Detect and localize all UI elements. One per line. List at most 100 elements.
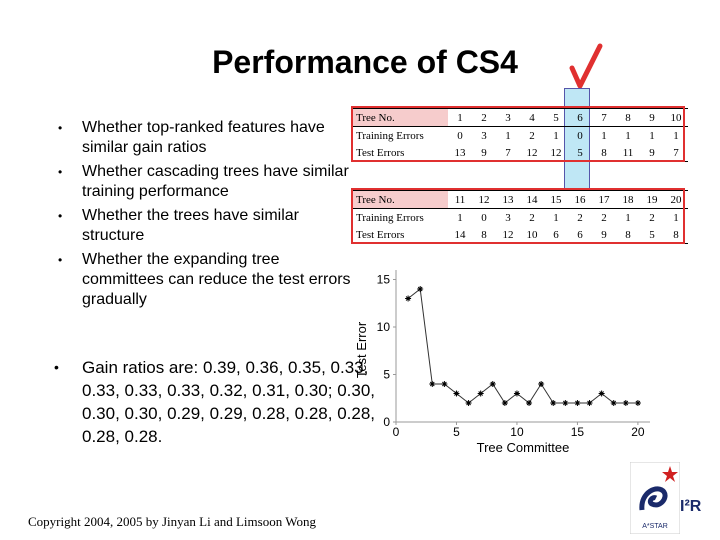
- table-header-cell: 9: [640, 108, 664, 127]
- chart-point: [465, 400, 472, 406]
- chart-point: [417, 286, 424, 292]
- chart-y-axis-label: Test Error: [354, 321, 369, 378]
- table-row: Training Errors 0 3 1 2 1 0 1 1 1 1: [352, 127, 688, 145]
- table-cell: 0: [457, 129, 463, 142]
- table-header-cell: 15: [544, 190, 568, 209]
- bullet-item: Whether the expanding tree committees ca…: [52, 250, 352, 310]
- table-header-cell: 20: [664, 190, 688, 209]
- table-row: Training Errors 1 0 3 2 1 2 2 1 2 1: [352, 209, 688, 227]
- chart-point: [574, 400, 581, 406]
- test-error-chart: 0 5 10 15 20 0 5 10 15 Tree Committee Test Error: [354, 270, 650, 455]
- chart-point: [634, 400, 641, 406]
- table-cell: 1: [673, 129, 679, 142]
- chart-point: [610, 400, 617, 406]
- chart-x-tick-label: 20: [631, 425, 645, 439]
- gain-ratios-text: Gain ratios are: 0.39, 0.36, 0.35, 0.33,…: [52, 356, 382, 448]
- table-row: Tree No. 11 12 13 14 15 16 17 18 19 20: [352, 190, 688, 209]
- astar-logo-text: A*STAR: [642, 523, 668, 530]
- bullet-item: Whether top-ranked features have similar…: [52, 118, 352, 158]
- table-header-cell: 5: [544, 108, 568, 127]
- chart-x-tick-label: 10: [510, 425, 524, 439]
- table-header-cell: 14: [520, 190, 544, 209]
- chart-x-axis-label: Tree Committee: [477, 440, 570, 455]
- table-header-cell: 2: [472, 108, 496, 127]
- table-header-cell: 3: [496, 108, 520, 127]
- table-header-cell: Tree No.: [352, 108, 448, 127]
- chart-tick-labels: 0 5 10 15 20 0 5 10 15: [377, 273, 645, 440]
- table-header-cell: 7: [592, 108, 616, 127]
- chart-point: [538, 381, 545, 387]
- table-cell: 1: [457, 211, 463, 224]
- chart-x-tick-label: 0: [393, 425, 400, 439]
- table-header-cell: 4: [520, 108, 544, 127]
- slide-title: Performance of CS4: [212, 44, 518, 80]
- table-cell: Training Errors: [356, 211, 424, 224]
- table-header-cell: 19: [640, 190, 664, 209]
- table-header-cell: 1: [448, 108, 472, 127]
- table-header-cell: 6: [568, 108, 592, 127]
- chart-point: [441, 381, 448, 387]
- chart-point: [489, 381, 496, 387]
- chart-point: [477, 390, 484, 397]
- copyright-footer: Copyright 2004, 2005 by Jinyan Li and Li…: [28, 514, 316, 529]
- tree-errors-table-1: Tree No. 1 2 3 4 5 6 7 8 9 10 Training E…: [352, 108, 688, 162]
- table-header-cell: 13: [496, 190, 520, 209]
- table-cell: 1: [553, 129, 559, 142]
- bullet-list: Whether top-ranked features have similar…: [52, 118, 352, 314]
- table-header-cell: 16: [568, 190, 592, 209]
- chart-point: [501, 400, 508, 406]
- table-cell: 3: [481, 129, 487, 142]
- table-cell: 2: [601, 211, 607, 224]
- chart-point: [513, 390, 520, 397]
- chart-point: [405, 295, 412, 302]
- table-cell: Training Errors: [356, 129, 424, 142]
- table-header-cell: 8: [616, 108, 640, 127]
- chart-points: [405, 286, 641, 406]
- table-cell: 0: [481, 211, 487, 224]
- table-row: Test Errors 13 9 7 12 12 5 8 11 9 7: [352, 144, 688, 162]
- astar-logo: A*STAR: [630, 462, 680, 534]
- checkmark-icon: [569, 43, 603, 89]
- table-cell: 1: [553, 211, 559, 224]
- table-header-cell: 17: [592, 190, 616, 209]
- chart-y-tick-label: 10: [377, 320, 391, 334]
- highlight-box-table-1: [351, 106, 685, 162]
- highlighted-column: [564, 88, 590, 190]
- table-header-cell: 18: [616, 190, 640, 209]
- table-header-cell: 10: [664, 108, 688, 127]
- chart-x-tick-label: 5: [453, 425, 460, 439]
- table-cell: 1: [601, 129, 607, 142]
- chart-x-tick-label: 15: [571, 425, 585, 439]
- table-cell: 1: [625, 211, 631, 224]
- table-cell: 3: [505, 211, 511, 224]
- bullet-item: Whether cascading trees have similar tra…: [52, 162, 352, 202]
- table-cell: 2: [529, 129, 535, 142]
- chart-point: [562, 400, 569, 406]
- chart-axes: [393, 270, 650, 425]
- chart-point: [598, 390, 605, 397]
- table-cell: 2: [529, 211, 535, 224]
- chart-point: [429, 381, 436, 387]
- bullet-item: Whether the trees have similar structure: [52, 206, 352, 246]
- chart-point: [622, 400, 629, 406]
- chart-point: [586, 400, 593, 406]
- i2r-logo-text: I²R: [680, 498, 702, 515]
- table-header-cell: 12: [472, 190, 496, 209]
- chart-y-tick-label: 5: [383, 368, 390, 382]
- chart-point: [526, 400, 533, 406]
- chart-y-tick-label: 0: [383, 415, 390, 429]
- table-cell: 2: [577, 211, 583, 224]
- table-cell: 2: [649, 211, 655, 224]
- chart-point: [550, 400, 557, 406]
- table-cell: 1: [649, 129, 655, 142]
- table-cell: 0: [577, 129, 583, 142]
- table-cell: Test Errors: [352, 144, 448, 162]
- table-cell: 1: [505, 129, 511, 142]
- table-cell: 1: [673, 211, 679, 224]
- highlight-box-table-2: [351, 188, 685, 244]
- table-cell: 1: [625, 129, 631, 142]
- table-row: Tree No. 1 2 3 4 5 6 7 8 9 10: [352, 108, 688, 127]
- chart-y-tick-label: 15: [377, 273, 391, 287]
- chart-point: [453, 390, 460, 397]
- table-header-cell: Tree No.: [352, 190, 448, 209]
